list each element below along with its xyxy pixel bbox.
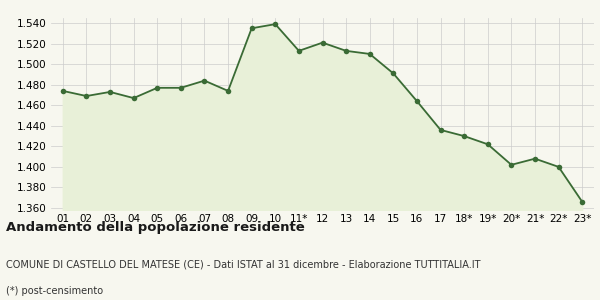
Text: COMUNE DI CASTELLO DEL MATESE (CE) - Dati ISTAT al 31 dicembre - Elaborazione TU: COMUNE DI CASTELLO DEL MATESE (CE) - Dat… (6, 260, 481, 269)
Text: (*) post-censimento: (*) post-censimento (6, 286, 103, 296)
Point (58, 88, 68, 93)
Point (200, 78, 209, 83)
Point (129, 96, 139, 100)
Point (483, 142, 493, 147)
Point (341, 49, 351, 53)
Point (577, 200, 587, 204)
Point (460, 134, 469, 139)
Point (530, 156, 540, 161)
Point (271, 22, 280, 27)
Point (554, 164, 563, 169)
Point (318, 40, 328, 45)
Point (294, 49, 304, 53)
Point (247, 26, 256, 31)
Point (82, 94, 91, 98)
Point (223, 88, 233, 93)
Point (436, 128, 445, 132)
Point (176, 85, 185, 90)
Point (365, 52, 374, 56)
Point (506, 162, 516, 167)
Text: Andamento della popolazione residente: Andamento della popolazione residente (6, 220, 305, 233)
Point (389, 71, 398, 76)
Point (105, 89, 115, 94)
Point (412, 99, 422, 103)
Point (152, 85, 162, 90)
